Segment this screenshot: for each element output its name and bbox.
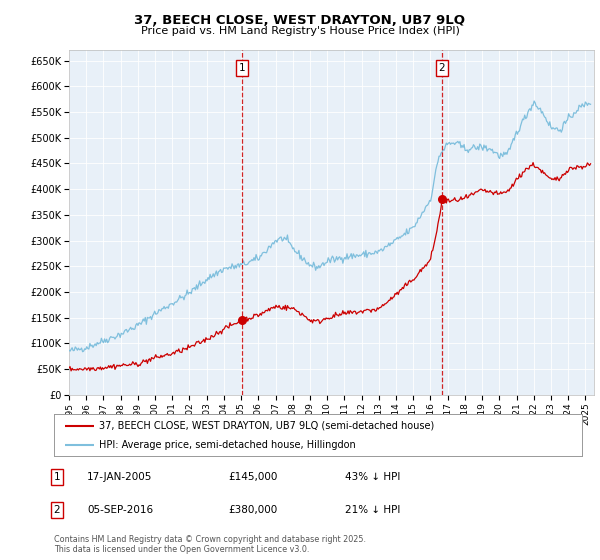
Text: 21% ↓ HPI: 21% ↓ HPI: [345, 505, 400, 515]
Text: 1: 1: [53, 472, 61, 482]
Text: 17-JAN-2005: 17-JAN-2005: [87, 472, 152, 482]
Text: 05-SEP-2016: 05-SEP-2016: [87, 505, 153, 515]
Text: £145,000: £145,000: [228, 472, 277, 482]
Text: Price paid vs. HM Land Registry's House Price Index (HPI): Price paid vs. HM Land Registry's House …: [140, 26, 460, 36]
Text: 37, BEECH CLOSE, WEST DRAYTON, UB7 9LQ: 37, BEECH CLOSE, WEST DRAYTON, UB7 9LQ: [134, 14, 466, 27]
Text: HPI: Average price, semi-detached house, Hillingdon: HPI: Average price, semi-detached house,…: [99, 440, 356, 450]
Text: Contains HM Land Registry data © Crown copyright and database right 2025.
This d: Contains HM Land Registry data © Crown c…: [54, 535, 366, 554]
Text: 43% ↓ HPI: 43% ↓ HPI: [345, 472, 400, 482]
Text: 1: 1: [239, 63, 245, 73]
Text: 2: 2: [439, 63, 445, 73]
Text: £380,000: £380,000: [228, 505, 277, 515]
Text: 37, BEECH CLOSE, WEST DRAYTON, UB7 9LQ (semi-detached house): 37, BEECH CLOSE, WEST DRAYTON, UB7 9LQ (…: [99, 421, 434, 431]
Text: 2: 2: [53, 505, 61, 515]
